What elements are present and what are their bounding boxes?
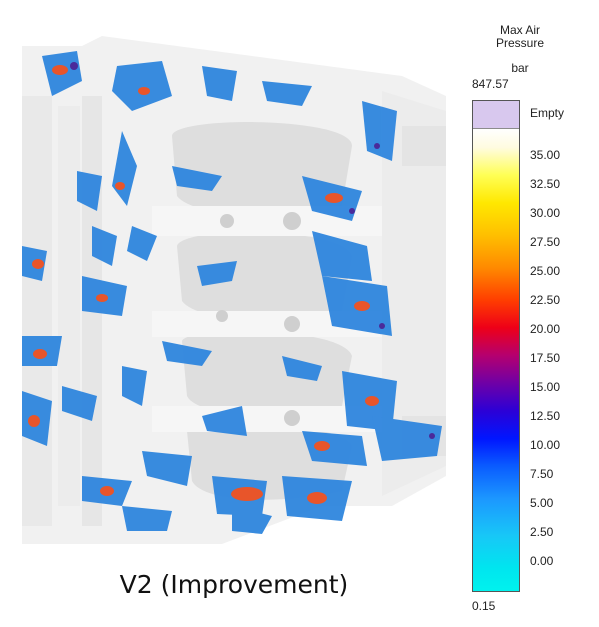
legend-tick: 27.50 bbox=[530, 235, 561, 249]
legend-tick: 0.00 bbox=[530, 554, 554, 568]
legend-tick: 35.00 bbox=[530, 148, 561, 162]
colorbar-gradient bbox=[473, 129, 519, 591]
legend-tick: 2.50 bbox=[530, 525, 554, 539]
legend-tick: 15.00 bbox=[530, 380, 561, 394]
legend-tick: 25.00 bbox=[530, 264, 561, 278]
legend-tick: 10.00 bbox=[530, 438, 561, 452]
legend-tick: 7.50 bbox=[530, 467, 554, 481]
legend-title-line1: Max Air bbox=[499, 23, 540, 37]
legend-tick: 22.50 bbox=[530, 293, 561, 307]
legend-tick: 32.50 bbox=[530, 177, 561, 191]
legend-min-value: 0.15 bbox=[472, 599, 496, 613]
legend-title-line2: Pressure bbox=[495, 36, 545, 50]
legend-max-value: 847.57 bbox=[472, 77, 509, 91]
legend-tick: 5.00 bbox=[530, 496, 554, 510]
legend-tick: 12.50 bbox=[530, 409, 561, 423]
legend-tick: 17.50 bbox=[530, 351, 561, 365]
empty-swatch bbox=[473, 101, 519, 129]
legend-title: Max Air Pressure bbox=[478, 24, 562, 50]
legend-unit: bar bbox=[511, 61, 529, 75]
engine-block-model bbox=[22, 36, 446, 544]
pressure-colorbar bbox=[472, 100, 520, 592]
legend-empty-label: Empty bbox=[530, 106, 565, 120]
legend-tick: 30.00 bbox=[530, 206, 561, 220]
casting-render bbox=[22, 36, 446, 544]
scenario-caption: V2 (Improvement) bbox=[119, 570, 349, 599]
legend-tick: 20.00 bbox=[530, 322, 561, 336]
